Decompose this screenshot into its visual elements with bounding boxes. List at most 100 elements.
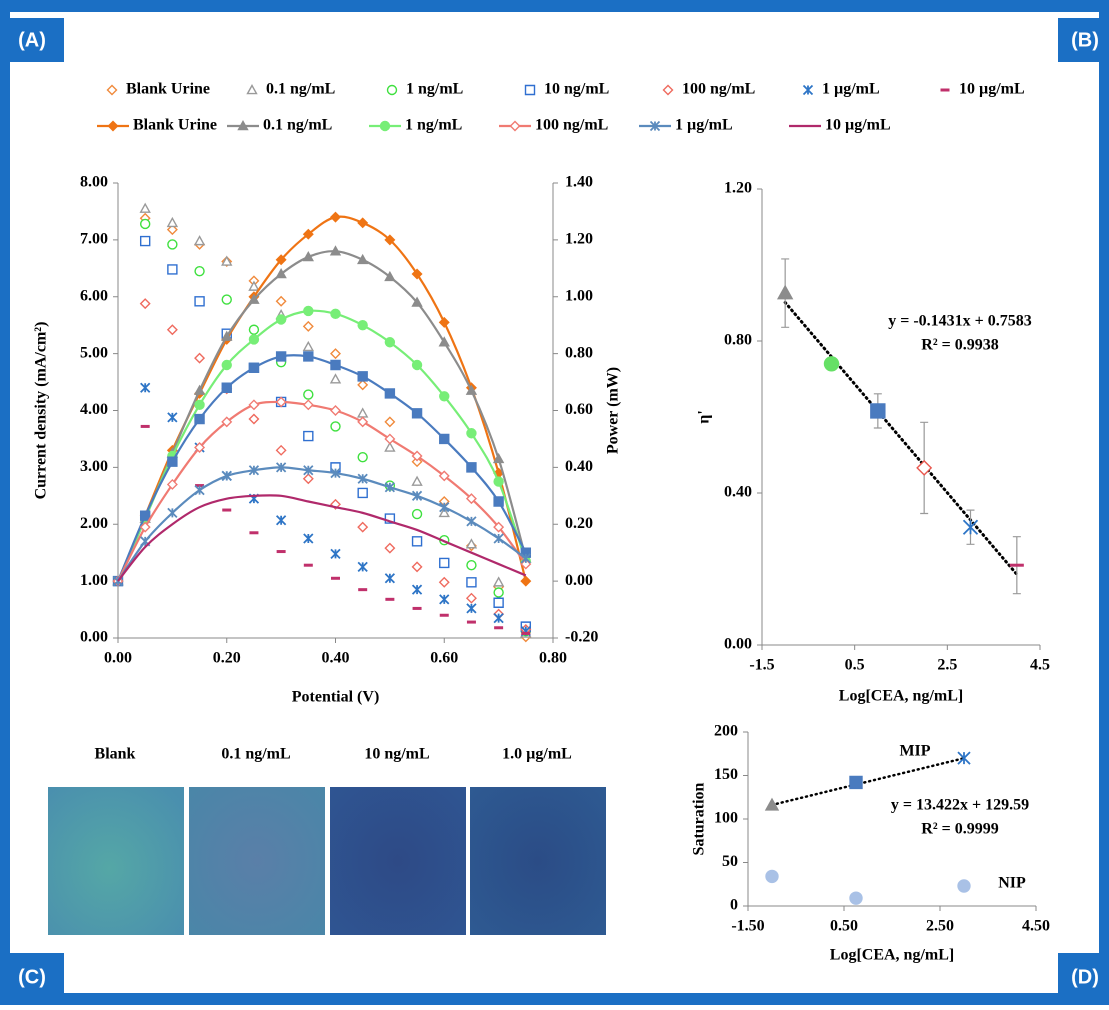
marker [329, 373, 342, 384]
y-tick-label: 3.00 [80, 458, 108, 475]
marker [411, 408, 423, 419]
y2-tick-label: 0.60 [565, 401, 593, 418]
marker [167, 456, 178, 467]
marker [139, 510, 151, 521]
marker [248, 324, 260, 335]
marker [465, 384, 478, 395]
marker [357, 451, 368, 463]
marker [166, 478, 178, 490]
marker [466, 428, 477, 439]
marker [357, 217, 369, 229]
marker [439, 433, 450, 445]
panel-label: (B) [1071, 29, 1099, 51]
marker [330, 211, 341, 223]
marker [275, 268, 287, 279]
x-tick-label: 2.5 [937, 657, 957, 674]
y-tick-label: 0 [730, 897, 738, 914]
marker [765, 869, 779, 884]
marker [330, 308, 341, 319]
image-label: 10 ng/mL [364, 746, 429, 763]
marker [492, 576, 505, 587]
marker [916, 459, 933, 476]
y2-tick-label: 1.20 [565, 231, 593, 248]
marker [411, 490, 423, 501]
marker [302, 320, 314, 332]
marker [764, 797, 780, 811]
marker [870, 403, 886, 419]
marker [438, 576, 450, 588]
marker [194, 352, 206, 364]
marker [330, 359, 341, 371]
legend-label: 0.1 ng/mL [263, 117, 332, 134]
y-tick-label: 100 [714, 810, 738, 827]
marker [823, 356, 840, 372]
marker [221, 416, 233, 428]
x-tick-label: 2.50 [926, 918, 954, 935]
marker [221, 294, 232, 305]
marker [411, 450, 423, 462]
marker [303, 305, 314, 317]
marker [357, 521, 369, 533]
legend-label: 10 µg/mL [825, 117, 891, 134]
y-tick-label: 200 [714, 723, 738, 740]
annotation: y = 13.422x + 129.59 [891, 797, 1029, 814]
marker [330, 421, 341, 432]
marker [384, 573, 396, 584]
annotation: R² = 0.9999 [921, 821, 998, 838]
legend-label: 1 µg/mL [822, 81, 880, 98]
y-axis-label: Current density (mA/cm²) [33, 322, 50, 500]
y2-tick-label: -0.20 [565, 629, 598, 646]
marker [275, 444, 287, 456]
marker [466, 603, 477, 614]
marker [439, 557, 450, 569]
marker [194, 413, 205, 425]
power-line [117, 400, 527, 582]
marker [221, 382, 232, 393]
panel-tab [1058, 18, 1109, 62]
marker [221, 330, 233, 341]
marker [384, 416, 396, 428]
panel-tab [0, 18, 64, 62]
sample-image [470, 787, 606, 935]
series-label: NIP [998, 875, 1026, 892]
marker [384, 433, 396, 445]
marker [248, 280, 260, 291]
marker [384, 337, 396, 348]
legend-marker [106, 84, 118, 96]
marker [962, 519, 979, 535]
marker [166, 224, 178, 236]
marker [411, 536, 423, 547]
x-tick-label: -1.5 [749, 657, 774, 674]
power-line [117, 466, 527, 582]
marker [357, 561, 368, 573]
marker [248, 293, 260, 304]
y-tick-label: 0.80 [724, 332, 752, 349]
y-tick-label: 50 [722, 853, 738, 870]
marker [357, 487, 368, 499]
marker [140, 382, 151, 393]
marker [166, 216, 179, 228]
y-tick-label: 150 [714, 766, 738, 783]
marker [411, 561, 423, 573]
marker [957, 751, 971, 765]
marker [275, 515, 287, 526]
marker [330, 548, 341, 559]
marker [167, 412, 178, 423]
marker [357, 416, 369, 428]
legend-label: Blank Urine [126, 81, 210, 98]
marker [248, 334, 260, 345]
panel-label: (C) [18, 966, 46, 988]
marker [411, 475, 423, 486]
marker [139, 298, 151, 310]
marker [302, 250, 315, 262]
image-label: Blank [95, 746, 136, 763]
sample-image [48, 787, 184, 935]
y2-tick-label: 0.00 [565, 572, 593, 589]
marker [221, 359, 232, 371]
power-line [117, 494, 527, 582]
marker [493, 533, 504, 544]
image-label: 1.0 µg/mL [502, 746, 572, 763]
marker [167, 507, 178, 519]
x-tick-label: 0.20 [213, 650, 241, 667]
marker [303, 533, 314, 544]
